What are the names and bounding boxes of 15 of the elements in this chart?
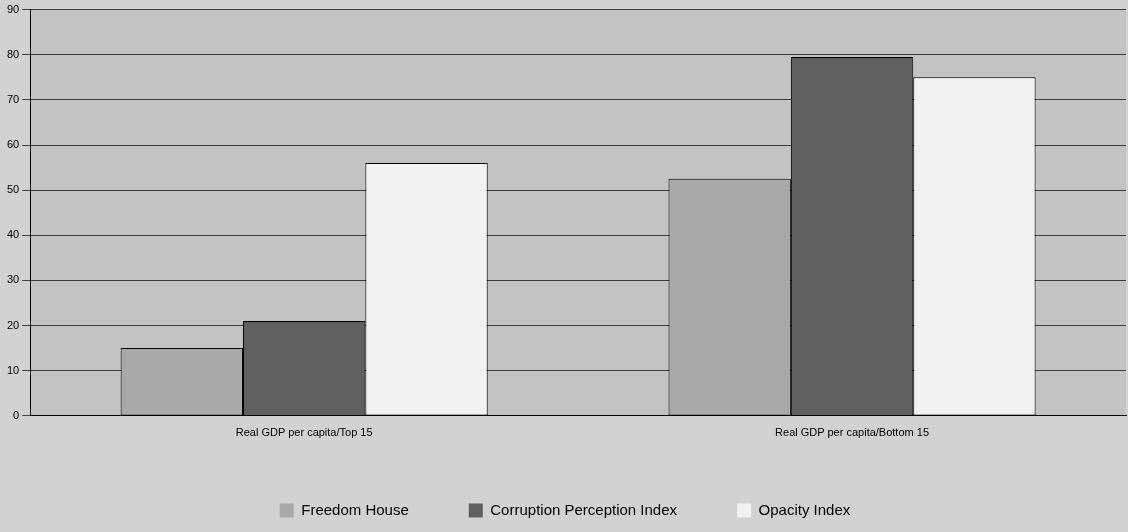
y-tick-label: 50 (6, 183, 20, 196)
legend-label: Opacity Index (758, 500, 851, 518)
y-tick-label: 60 (6, 138, 20, 151)
legend-label: Freedom House (301, 500, 409, 518)
y-tick-label: 30 (6, 273, 20, 286)
y-tick-label: 0 (13, 408, 20, 421)
x-tick-label: Real GDP per capita/Top 15 (235, 426, 373, 439)
y-tick-label: 80 (6, 47, 20, 60)
x-tick-label: Real GDP per capita/Bottom 15 (775, 426, 929, 439)
y-tick-label: 70 (6, 92, 20, 105)
legend-label: Corruption Perception Index (490, 500, 678, 518)
y-tick-label: 40 (6, 228, 20, 241)
y-tick-label: 90 (6, 2, 20, 15)
y-tick-label: 20 (6, 318, 20, 331)
y-tick-label: 10 (6, 363, 20, 376)
